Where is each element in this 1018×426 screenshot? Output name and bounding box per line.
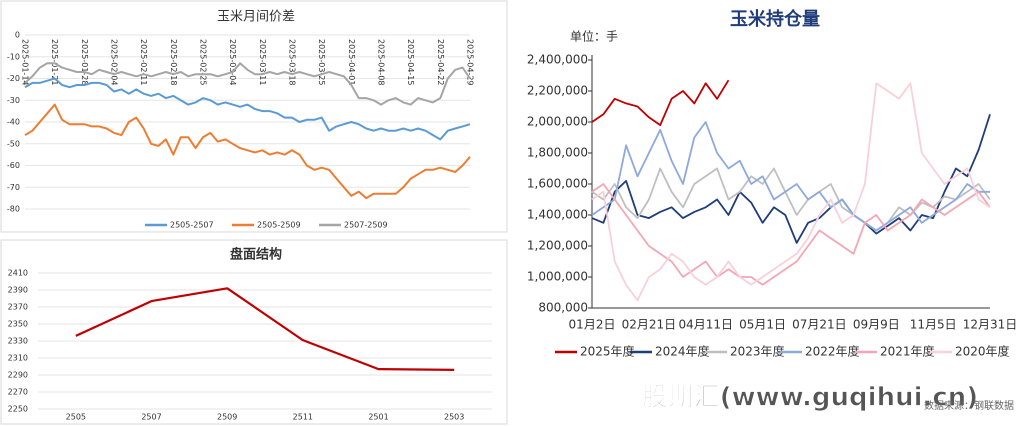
y-tick-label: 2310 [8,354,28,363]
x-tick-label: 2025-04-29 [466,39,475,86]
y-tick-label: 2270 [8,388,28,397]
panel-border [0,0,508,233]
y-tick-label: -10 [7,52,20,61]
x-tick-label: 2505 [66,413,86,422]
x-tick-label: 01月2日 [569,318,616,332]
y-tick-label: 1,200,000 [527,239,588,253]
series-line [591,79,730,126]
chart-title: 盘面结构 [230,247,282,263]
chart-title: 玉米月间价差 [217,10,295,25]
y-tick-label: 2,000,000 [527,115,588,129]
series-line [591,114,991,244]
y-tick-label: 1,800,000 [527,146,588,160]
y-tick-label: 0 [15,31,20,40]
series-line [591,183,991,286]
x-tick-label: 2509 [217,413,237,422]
series-line [591,121,990,232]
legend-label: 2023年度 [730,344,785,359]
x-tick-label: 2025-01-14 [21,39,30,86]
y-tick-label: 800,000 [538,301,588,315]
source-note: 数据来源：钢联数据 [924,399,1014,412]
y-tick-label: -80 [7,205,20,214]
y-tick-label: -60 [7,161,20,170]
legend-label: 2505-2507 [170,221,214,230]
x-tick-label: 12月31日 [963,318,1018,332]
chart-title: 玉米持仓量 [730,8,820,30]
x-tick-label: 02月21日 [622,318,677,332]
y-tick-label: 2330 [8,337,28,346]
y-tick-label: 2,200,000 [527,84,588,98]
x-tick-label: 2511 [293,413,313,422]
series-line [75,287,455,371]
x-tick-label: 2025-03-04 [228,39,237,86]
y-tick-label: 2350 [8,320,28,329]
x-tick-label: 2025-02-25 [199,39,208,86]
x-tick-label: 2025-01-21 [50,39,59,86]
x-tick-label: 11月5日 [910,318,957,332]
x-tick-label: 09月9日 [853,318,900,332]
x-tick-label: 2025-04-15 [406,39,415,86]
unit-label: 单位：手 [570,29,618,44]
x-tick-label: 2507 [141,413,161,422]
x-tick-label: 2025-03-18 [288,39,297,86]
x-tick-label: 2025-01-28 [80,39,89,86]
y-tick-label: 1,400,000 [527,208,588,222]
y-tick-label: -30 [7,96,20,105]
y-tick-label: 2370 [8,303,28,312]
x-tick-label: 2503 [444,413,464,422]
x-tick-label: 05月1日 [739,318,786,332]
x-tick-label: 2025-02-18 [169,39,178,86]
x-tick-label: 2025-04-22 [436,39,445,86]
legend-label: 2505-2509 [257,221,301,230]
x-tick-label: 2025-02-04 [110,39,119,86]
y-tick-label: -20 [7,74,20,83]
series-line [591,82,991,302]
legend-label: 2021年度 [880,344,935,359]
legend-label: 2024年度 [655,344,710,359]
x-tick-label: 07月21日 [792,318,847,332]
y-tick-label: 2290 [8,371,28,380]
y-tick-label: 2250 [8,405,28,414]
legend-label: 2025年度 [580,344,635,359]
y-tick-label: 2,400,000 [527,53,588,67]
series-line [591,167,991,232]
y-tick-label: 2410 [8,269,28,278]
panel-border [0,239,508,425]
x-tick-label: 2025-02-11 [139,39,148,86]
y-tick-label: -50 [7,139,20,148]
legend-label: 2020年度 [955,344,1010,359]
x-tick-label: 2025-03-25 [317,39,326,86]
x-tick-label: 2025-03-11 [258,39,267,86]
x-tick-label: 2501 [368,413,388,422]
legend-label: 2507-2509 [344,221,388,230]
y-tick-label: -70 [7,183,20,192]
y-tick-label: 2390 [8,286,28,295]
x-tick-label: 04月11日 [678,318,733,332]
series-line [24,103,471,200]
y-tick-label: 1,000,000 [527,270,588,284]
series-line [24,77,471,141]
legend-label: 2022年度 [805,344,860,359]
watermark: 股期汇(www.guqihui.cn) [642,383,978,413]
x-tick-label: 2025-04-01 [347,39,356,86]
series-line [24,62,471,106]
y-tick-label: -40 [7,118,20,127]
y-tick-label: 1,600,000 [527,177,588,191]
x-tick-label: 2025-04-08 [377,39,386,86]
